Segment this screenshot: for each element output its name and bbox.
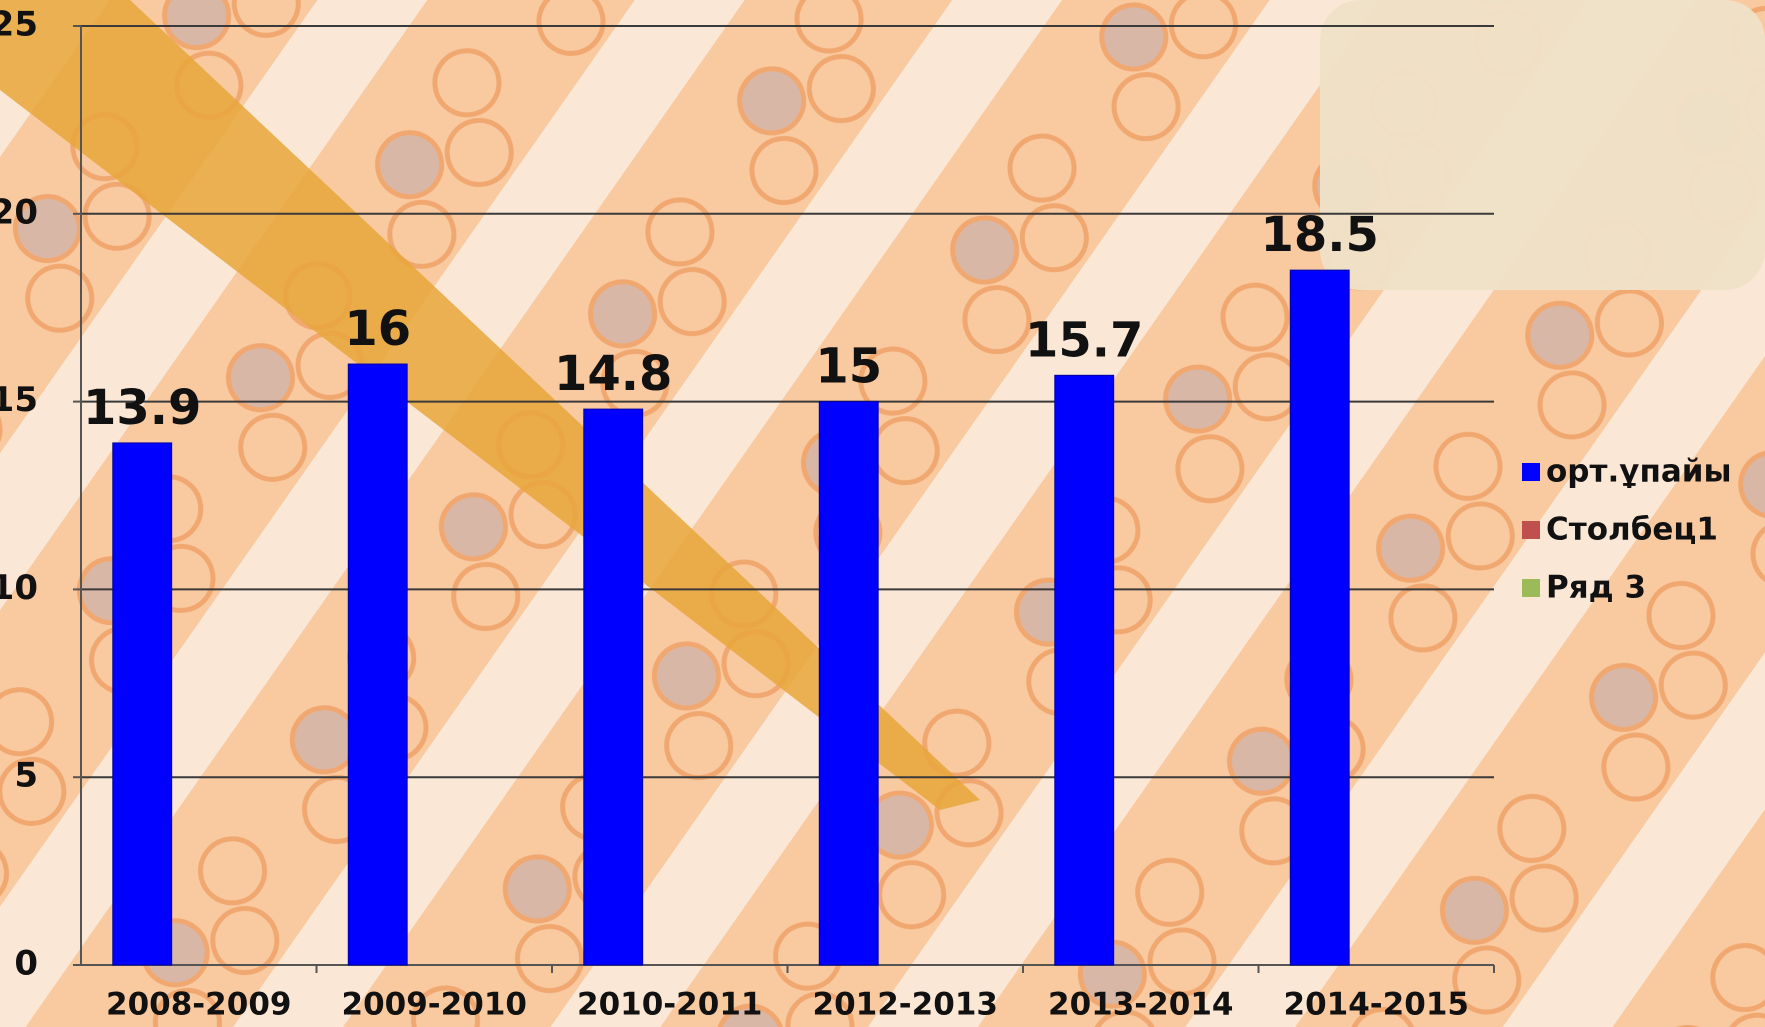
y-tick-label: 25 — [0, 5, 38, 45]
legend-swatch — [1522, 521, 1540, 539]
bar — [1289, 269, 1350, 966]
y-tick-label: 20 — [0, 192, 38, 232]
x-tick-label: 2008-2009 — [106, 987, 291, 1023]
bar — [1054, 374, 1115, 966]
legend-label: Ряд 3 — [1546, 570, 1646, 606]
data-label: 14.8 — [554, 346, 672, 402]
legend-label: Столбец1 — [1546, 512, 1718, 548]
data-label: 15.7 — [1025, 312, 1143, 368]
legend-swatch — [1522, 463, 1540, 481]
x-tick-label: 2009-2010 — [342, 987, 527, 1023]
y-tick-label: 5 — [14, 756, 38, 796]
y-tick-label: 10 — [0, 568, 38, 608]
legend-swatch — [1522, 579, 1540, 597]
x-tick-label: 2014-2015 — [1284, 987, 1469, 1023]
bar — [818, 401, 879, 966]
bar — [347, 363, 408, 966]
data-label: 13.9 — [83, 380, 201, 436]
bar — [112, 442, 173, 966]
data-label: 18.5 — [1261, 207, 1379, 263]
x-tick-label: 2010-2011 — [577, 987, 762, 1023]
y-tick-label: 15 — [0, 380, 38, 420]
x-tick-label: 2012-2013 — [813, 987, 998, 1023]
x-tick-label: 2013-2014 — [1048, 987, 1233, 1023]
eraser-decoration — [1320, 0, 1765, 290]
bar — [583, 408, 644, 966]
pencil-decoration — [0, 0, 980, 810]
data-label: 16 — [344, 301, 411, 357]
data-label: 15 — [815, 339, 882, 395]
y-tick-label: 0 — [14, 944, 38, 984]
legend-label: орт.ұпайы — [1546, 454, 1732, 490]
